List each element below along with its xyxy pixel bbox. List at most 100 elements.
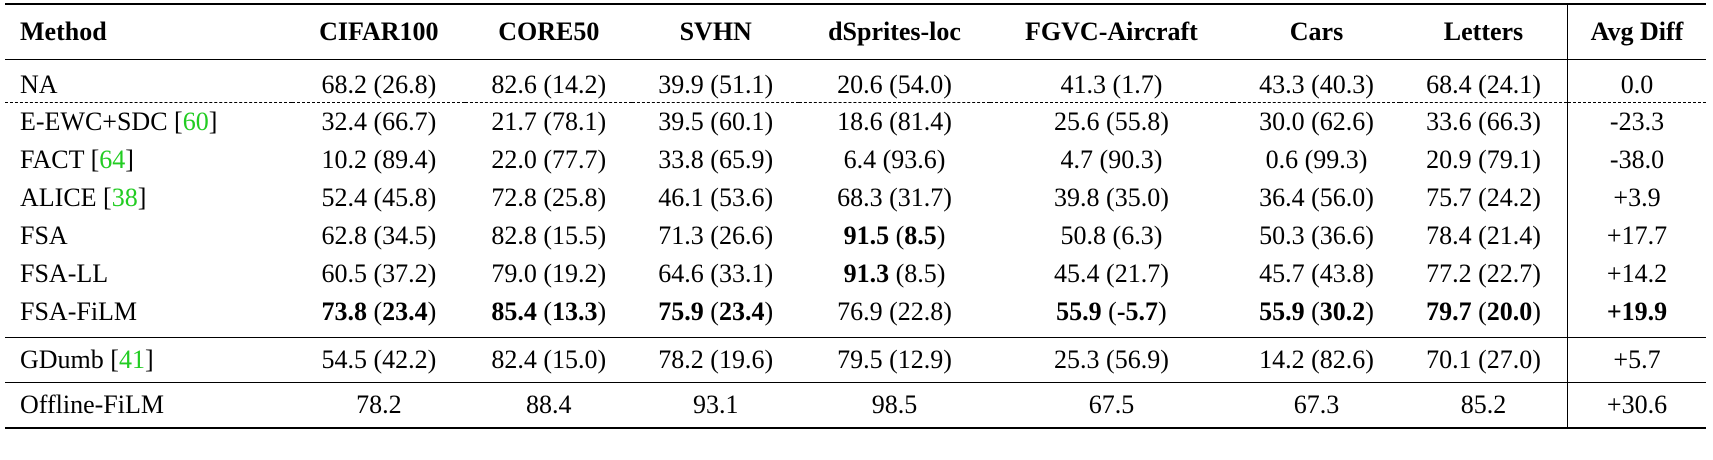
forgetting-value: 66.7 — [382, 107, 428, 136]
method-cell: E-EWC+SDC [60] — [5, 102, 293, 141]
citation-link[interactable]: 64 — [99, 145, 126, 174]
citation-link[interactable]: 60 — [182, 107, 209, 136]
accuracy-value: 93.1 — [692, 390, 739, 419]
header-fgvc-aircraft: FGVC-Aircraft — [989, 3, 1234, 60]
method-name: GDumb — [20, 345, 104, 374]
value-cell: 79.0 (19.2) — [491, 259, 607, 288]
method-cell: FSA-LL — [5, 255, 292, 293]
accuracy-value: 22.0 — [491, 145, 537, 174]
forgetting-value: 20.0 — [1486, 297, 1533, 326]
method-name: Offline-FiLM — [20, 390, 164, 419]
forgetting-value: 21.4 — [1486, 221, 1533, 250]
value-cell: 78.2 (19.6) — [632, 337, 800, 383]
value-cell: 85.4 (13.3) — [491, 297, 607, 326]
header-dsprites-loc: dSprites-loc — [799, 3, 990, 60]
value-cell: 91.5 (8.5) — [843, 221, 946, 250]
forgetting-value: 56.9 — [1114, 345, 1161, 374]
accuracy-value: 78.4 — [1426, 221, 1472, 250]
citation-link[interactable]: 38 — [111, 183, 138, 212]
value-cell: 68.2 (26.8) — [321, 70, 437, 99]
method-name: FACT — [20, 145, 85, 174]
header-svhn: SVHN — [632, 3, 800, 60]
value-cell: 82.4 (15.0) — [465, 337, 633, 383]
avg-diff-cell: +19.9 — [1567, 293, 1706, 338]
value-cell: 39.8 (35.0) — [1054, 183, 1169, 212]
forgetting-value: 14.2 — [552, 70, 598, 99]
value-cell: 46.1 (53.6) — [658, 183, 774, 212]
value-cell: 14.2 (82.6) — [1233, 337, 1400, 383]
table-row: NA 68.2 (26.8) 82.6 (14.2) 39.9 (51.1) 20.6 … — [5, 59, 1706, 103]
avg-diff-cell: +17.7 — [1567, 217, 1706, 255]
accuracy-value: 52.4 — [321, 183, 367, 212]
accuracy-value: 60.5 — [321, 259, 367, 288]
value-cell: 52.4 (45.8) — [321, 183, 437, 212]
table-row: FSA-FiLM 73.8 (23.4) 85.4 (13.3) 75.9 (23.4… — [5, 293, 1706, 338]
table-body: NA 68.2 (26.8) 82.6 (14.2) 39.9 (51.1) 20.6 … — [5, 59, 1706, 429]
accuracy-value: 75.7 — [1426, 183, 1472, 212]
avg-diff-value: -23.3 — [1609, 107, 1665, 136]
forgetting-value: 26.6 — [718, 221, 765, 250]
forgetting-value: 37.2 — [382, 259, 428, 288]
accuracy-value: 30.0 — [1259, 107, 1305, 136]
forgetting-value: 22.8 — [897, 297, 944, 326]
header-cars: Cars — [1233, 3, 1400, 60]
citation-link[interactable]: 41 — [118, 345, 145, 374]
forgetting-value: 54.0 — [897, 70, 944, 99]
accuracy-value: 54.5 — [321, 345, 367, 374]
accuracy-value: 46.1 — [658, 183, 704, 212]
forgetting-value: 8.5 — [904, 259, 937, 288]
value-cell: 36.4 (56.0) — [1259, 183, 1374, 212]
forgetting-value: 23.4 — [382, 297, 428, 326]
value-cell: 50.3 (36.6) — [1259, 221, 1374, 250]
forgetting-value: 19.2 — [552, 259, 598, 288]
accuracy-value: 67.5 — [1088, 390, 1135, 419]
avg-diff-value: +3.9 — [1613, 183, 1661, 212]
forgetting-value: 79.1 — [1486, 145, 1533, 174]
forgetting-value: 12.9 — [897, 345, 944, 374]
forgetting-value: 62.6 — [1319, 107, 1366, 136]
value-cell: 39.9 (51.1) — [658, 70, 774, 99]
accuracy-value: 91.3 — [843, 259, 890, 288]
avg-diff-value: 0.0 — [1620, 70, 1654, 99]
value-cell: 77.2 (22.7) — [1426, 259, 1541, 288]
forgetting-value: 89.4 — [382, 145, 428, 174]
value-cell: 43.3 (40.3) — [1259, 70, 1374, 99]
accuracy-value: 72.8 — [491, 183, 537, 212]
value-cell: 50.8 (6.3) — [1060, 221, 1163, 250]
accuracy-value: 41.3 — [1060, 70, 1107, 99]
accuracy-value: 79.7 — [1426, 297, 1472, 326]
accuracy-value: 55.9 — [1259, 297, 1305, 326]
accuracy-value: 18.6 — [837, 107, 883, 136]
forgetting-value: 93.6 — [891, 145, 937, 174]
table-row: FSA 62.8 (34.5) 82.8 (15.5) 71.3 (26.6) 91.5… — [5, 217, 1706, 255]
value-cell: 67.5 — [989, 382, 1234, 429]
value-cell: 45.4 (21.7) — [1054, 259, 1169, 288]
value-cell: 67.3 — [1233, 382, 1400, 429]
forgetting-value: 60.1 — [718, 107, 765, 136]
value-cell: 82.6 (14.2) — [491, 70, 607, 99]
accuracy-value: 62.8 — [321, 221, 367, 250]
accuracy-value: 68.3 — [837, 183, 883, 212]
avg-diff-value: +19.9 — [1606, 297, 1668, 326]
avg-diff-value: +30.6 — [1606, 390, 1668, 419]
forgetting-value: 36.6 — [1319, 221, 1366, 250]
accuracy-value: 79.5 — [837, 345, 883, 374]
method-cell: Offline-FiLM — [5, 382, 293, 429]
accuracy-value: 10.2 — [321, 145, 367, 174]
accuracy-value: 79.0 — [491, 259, 537, 288]
accuracy-value: 98.5 — [871, 390, 918, 419]
value-cell: 78.4 (21.4) — [1426, 221, 1541, 250]
avg-diff-cell: 0.0 — [1567, 59, 1706, 103]
value-cell: 85.2 — [1399, 382, 1568, 429]
accuracy-value: 32.4 — [321, 107, 367, 136]
forgetting-value: 34.5 — [382, 221, 428, 250]
forgetting-value: 15.0 — [552, 345, 598, 374]
accuracy-value: 21.7 — [491, 107, 537, 136]
value-cell: 41.3 (1.7) — [1060, 70, 1163, 99]
avg-diff-cell: +30.6 — [1567, 382, 1706, 429]
value-cell: 68.4 (24.1) — [1426, 70, 1541, 99]
value-cell: 18.6 (81.4) — [799, 102, 990, 141]
forgetting-value: 13.3 — [552, 297, 598, 326]
value-cell: 45.7 (43.8) — [1259, 259, 1374, 288]
accuracy-value: 33.8 — [658, 145, 704, 174]
